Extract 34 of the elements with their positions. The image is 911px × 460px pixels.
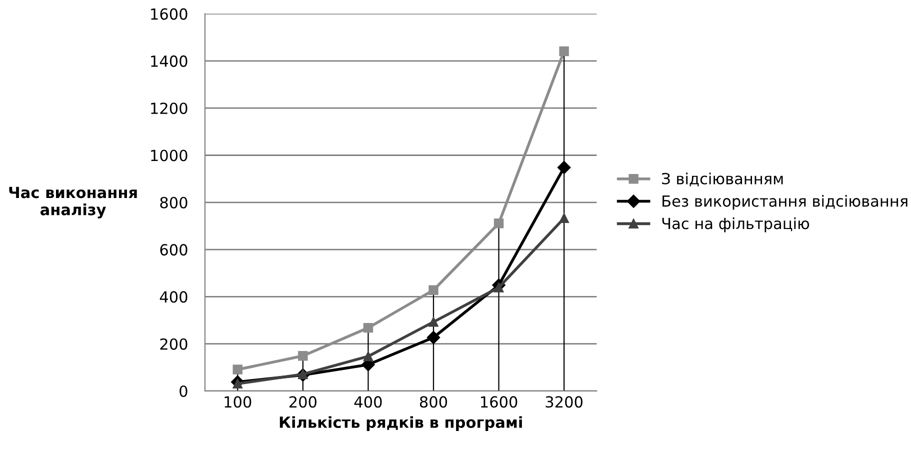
point <box>494 218 504 228</box>
y-tick-label: 200 <box>160 338 188 350</box>
point <box>494 282 504 292</box>
x-tick-label: 1600 <box>481 396 518 408</box>
point <box>232 364 242 374</box>
point <box>559 213 569 224</box>
x-tick-label: 800 <box>420 396 448 408</box>
y-tick-label: 800 <box>160 196 188 208</box>
legend-label: З відсіюванням <box>662 172 783 186</box>
legend-label: Без використання відсіювання <box>662 195 908 210</box>
y-tick-label: 1400 <box>151 55 188 67</box>
point <box>363 351 374 362</box>
legend-label: Час на фільтрацію <box>662 217 810 232</box>
point <box>363 322 374 333</box>
y-tick-label: 1600 <box>151 8 188 20</box>
point <box>557 160 571 174</box>
y-axis-title: Час виконання аналізу <box>9 186 137 218</box>
x-tick-label: 400 <box>354 396 382 408</box>
point <box>559 46 569 56</box>
point <box>428 317 438 327</box>
y-tick-label: 0 <box>180 385 188 398</box>
y-tick-label: 400 <box>160 291 188 303</box>
x-axis-title: Кількість рядків в програмі <box>280 416 522 431</box>
x-tick-label: 100 <box>224 396 252 408</box>
point <box>232 378 242 389</box>
point <box>426 330 440 344</box>
y-tick-label: 1000 <box>151 150 188 162</box>
x-tick-label: 200 <box>289 396 316 408</box>
point <box>428 285 438 295</box>
point <box>298 369 308 380</box>
y-tick-label: 1200 <box>151 102 188 114</box>
y-tick-label: 600 <box>160 244 188 256</box>
x-tick-label: 3200 <box>546 396 582 408</box>
point <box>298 351 308 361</box>
